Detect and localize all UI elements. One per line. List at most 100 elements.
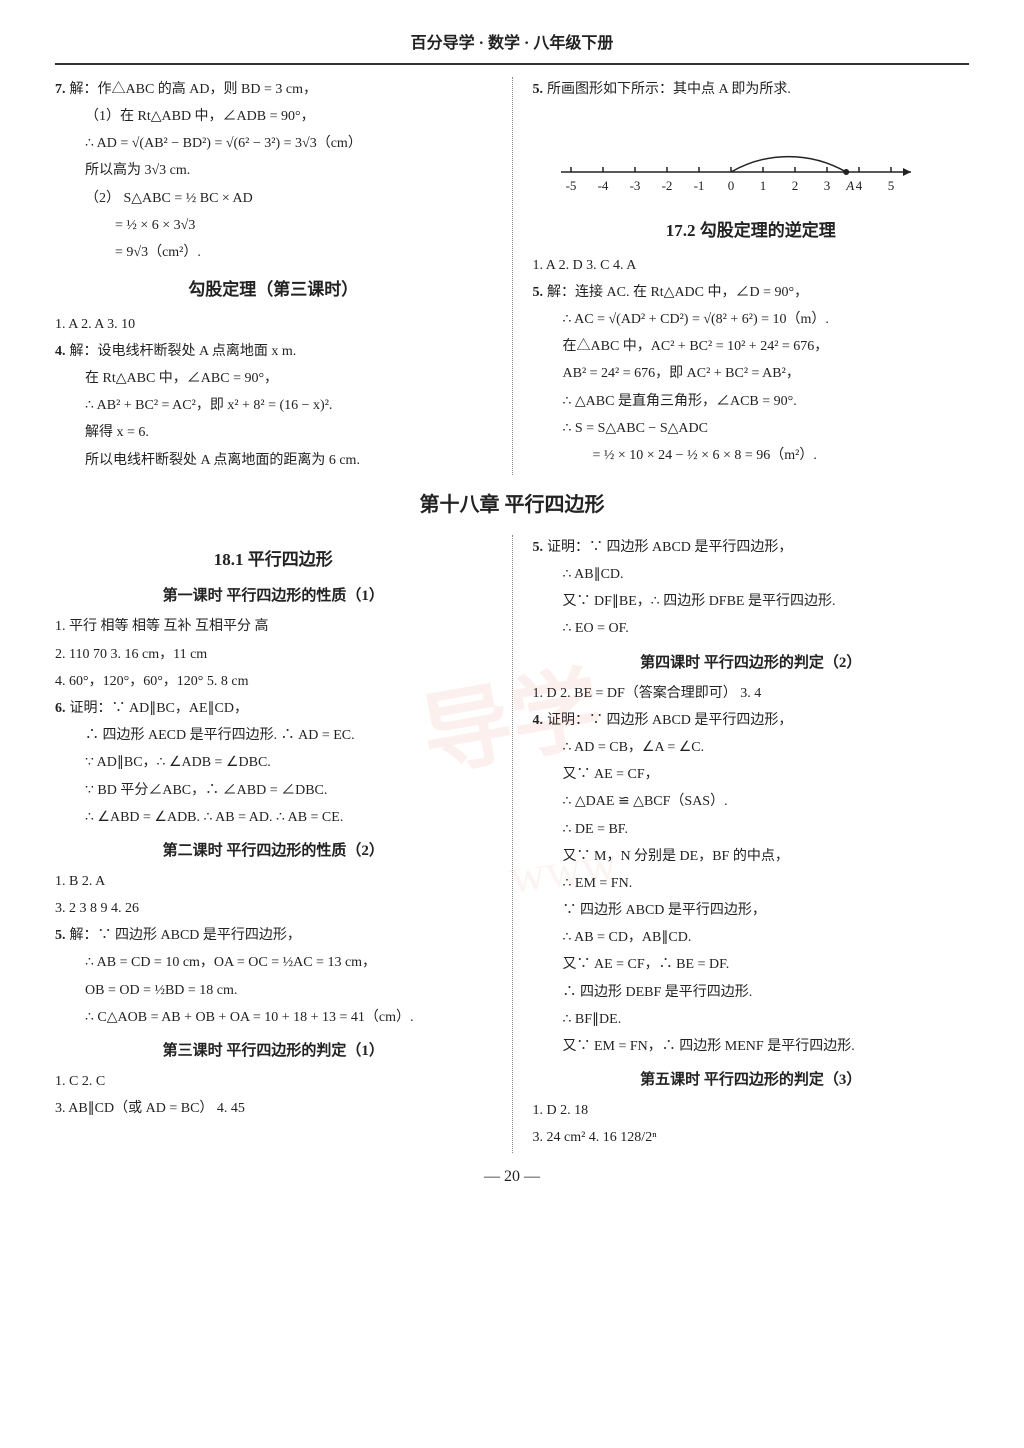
bl-r7: 3. AB∥CD（或 AD = BC） 4. 45 [55,1096,492,1121]
q5d-num: 5. [533,540,544,555]
q5b-l2: ∴ AC = √(AD² + CD²) = √(8² + 6²) = 10（m）… [533,307,970,332]
sec18-1: 18.1 平行四边形 [55,545,492,576]
q7-l4: 所以高为 3√3 cm. [55,158,492,183]
q5b-t1: 解：连接 AC. 在 Rt△ADC 中，∠D = 90°， [547,285,808,300]
q5b-l4: AB² = 24² = 676，即 AC² + BC² = AB²， [533,361,970,386]
q7-l3: ∴ AD = √(AB² − BD²) = √(6² − 3²) = 3√3（c… [55,131,492,156]
q7-l2: （1）在 Rt△ABD 中，∠ADB = 90°， [55,104,492,129]
q4-l1: 4. 解：设电线杆断裂处 A 点离地面 x m. [55,339,492,364]
q4-l4: 解得 x = 6. [55,420,492,445]
q5-t1: 所画图形如下所示：其中点 A 即为所求. [547,82,791,97]
q4b-l9: ∴ AB = CD，AB∥CD. [533,925,970,950]
q7-l6: = ½ × 6 × 3√3 [55,213,492,238]
q5c-num: 5. [55,928,66,943]
sub3: 第三课时 平行四边形的判定（1） [55,1038,492,1065]
q5c-t1: 解：∵ 四边形 ABCD 是平行四边形， [70,928,301,943]
q5d-l3: 又∵ DF∥BE，∴ 四边形 DFBE 是平行四边形. [533,589,970,614]
svg-text:2: 2 [792,178,799,193]
q4b-num: 4. [533,713,544,728]
q6-l5: ∴ ∠ABD = ∠ADB. ∴ AB = AD. ∴ AB = CE. [55,805,492,830]
q5b-num: 5. [533,285,544,300]
bl-r4: 1. B 2. A [55,869,492,894]
q7-l1: 7.解：作△ABC 的高 AD，则 BD = 3 cm， [55,77,492,102]
q5d-l2: ∴ AB∥CD. [533,562,970,587]
svg-text:0: 0 [728,178,735,193]
q5b-l3: 在△ABC 中，AC² + BC² = 10² + 24² = 676， [533,334,970,359]
q5b-l5: ∴ △ABC 是直角三角形，∠ACB = 90°. [533,389,970,414]
q4b-l5: ∴ DE = BF. [533,817,970,842]
q4-l3: ∴ AB² + BC² = AC²，即 x² + 8² = (16 − x)². [55,393,492,418]
svg-text:-3: -3 [629,178,640,193]
top-left-col: 7.解：作△ABC 的高 AD，则 BD = 3 cm， （1）在 Rt△ABD… [55,77,492,475]
br-r9: 1. D 2. 18 [533,1098,970,1123]
bl-r3: 4. 60°，120°，60°，120° 5. 8 cm [55,669,492,694]
vertical-divider-top [512,77,513,475]
svg-text:5: 5 [888,178,895,193]
q4b-l1: 4.证明：∵ 四边形 ABCD 是平行四边形， [533,708,970,733]
sec2-title: 17.2 勾股定理的逆定理 [533,216,970,247]
ans-row1: 1. A 2. A 3. 10 [55,312,492,337]
q6-num: 6. [55,701,66,716]
bl-r5: 3. 2 3 8 9 4. 26 [55,896,492,921]
q6-l2: ∴ 四边形 AECD 是平行四边形. ∴ AD = EC. [55,723,492,748]
bl-r6: 1. C 2. C [55,1069,492,1094]
chapter-title: 第十八章 平行四边形 [55,487,969,523]
ans-row2: 1. A 2. D 3. C 4. A [533,253,970,278]
sub4: 第四课时 平行四边形的判定（2） [533,650,970,677]
q4b-t1: 证明：∵ 四边形 ABCD 是平行四边形， [547,713,792,728]
bottom-left-col: 18.1 平行四边形 第一课时 平行四边形的性质（1） 1. 平行 相等 相等 … [55,535,492,1153]
q5c-l2: ∴ AB = CD = 10 cm，OA = OC = ½AC = 13 cm， [55,950,492,975]
svg-text:-2: -2 [661,178,672,193]
vertical-divider-bottom [512,535,513,1153]
q4b-l6: 又∵ M，N 分别是 DE，BF 的中点， [533,844,970,869]
br-r10: 3. 24 cm² 4. 16 128/2ⁿ [533,1125,970,1150]
q6-l1: 6. 证明：∵ AD∥BC，AE∥CD， [55,696,492,721]
bottom-right-col: 5.证明：∵ 四边形 ABCD 是平行四边形， ∴ AB∥CD. 又∵ DF∥B… [533,535,970,1153]
q6-l3: ∵ AD∥BC，∴ ∠ADB = ∠DBC. [55,750,492,775]
q4b-l7: ∴ EM = FN. [533,871,970,896]
svg-text:-4: -4 [597,178,608,193]
top-columns: 7.解：作△ABC 的高 AD，则 BD = 3 cm， （1）在 Rt△ABD… [55,77,969,475]
bl-r2: 2. 110 70 3. 16 cm，11 cm [55,642,492,667]
numberline-svg: -5-4-3-2-1012345A [551,112,951,202]
q5b-l1: 5.解：连接 AC. 在 Rt△ADC 中，∠D = 90°， [533,280,970,305]
q4-t1: 解：设电线杆断裂处 A 点离地面 x m. [70,344,297,359]
sub2: 第二课时 平行四边形的性质（2） [55,838,492,865]
q4b-l3: 又∵ AE = CF， [533,762,970,787]
q4-l5: 所以电线杆断裂处 A 点离地面的距离为 6 cm. [55,448,492,473]
sub1: 第一课时 平行四边形的性质（1） [55,583,492,610]
q7-l7: = 9√3（cm²）. [55,240,492,265]
q5-l1: 5.所画图形如下所示：其中点 A 即为所求. [533,77,970,102]
top-right-col: 5.所画图形如下所示：其中点 A 即为所求. -5-4-3-2-1012345A… [533,77,970,475]
bottom-columns: 18.1 平行四边形 第一课时 平行四边形的性质（1） 1. 平行 相等 相等 … [55,535,969,1153]
svg-text:-5: -5 [565,178,576,193]
q4b-l11: ∴ 四边形 DEBF 是平行四边形. [533,980,970,1005]
page-header: 百分导学 · 数学 · 八年级下册 [55,30,969,65]
svg-text:1: 1 [760,178,767,193]
q5c-l4: ∴ C△AOB = AB + OB + OA = 10 + 18 + 13 = … [55,1005,492,1030]
q5c-l3: OB = OD = ½BD = 18 cm. [55,978,492,1003]
page-number: — 20 — [55,1163,969,1192]
q5b-l6: ∴ S = S△ABC − S△ADC [533,416,970,441]
q4b-l8: ∵ 四边形 ABCD 是平行四边形， [533,898,970,923]
q6-l4: ∵ BD 平分∠ABC，∴ ∠ABD = ∠DBC. [55,778,492,803]
sec1-title: 勾股定理（第三课时） [55,275,492,306]
q4b-l10: 又∵ AE = CF，∴ BE = DF. [533,952,970,977]
svg-text:A: A [845,178,854,193]
q5b-l7: = ½ × 10 × 24 − ½ × 6 × 8 = 96（m²）. [533,443,970,468]
bl-r1: 1. 平行 相等 相等 互补 互相平分 高 [55,614,492,639]
q4-num: 4. [55,344,66,359]
q5d-t1: 证明：∵ 四边形 ABCD 是平行四边形， [547,540,792,555]
q4b-l13: 又∵ EM = FN，∴ 四边形 MENF 是平行四边形. [533,1034,970,1059]
q5d-l1: 5.证明：∵ 四边形 ABCD 是平行四边形， [533,535,970,560]
q4-l2: 在 Rt△ABC 中，∠ABC = 90°， [55,366,492,391]
q7-num: 7. [55,82,66,97]
q5d-l4: ∴ EO = OF. [533,616,970,641]
q6-t1: 证明：∵ AD∥BC，AE∥CD， [70,701,249,716]
q4b-l12: ∴ BF∥DE. [533,1007,970,1032]
q5-num: 5. [533,82,544,97]
svg-text:-1: -1 [693,178,704,193]
q4b-l2: ∴ AD = CB，∠A = ∠C. [533,735,970,760]
q7-l5: （2） S△ABC = ½ BC × AD [55,186,492,211]
sub5: 第五课时 平行四边形的判定（3） [533,1067,970,1094]
